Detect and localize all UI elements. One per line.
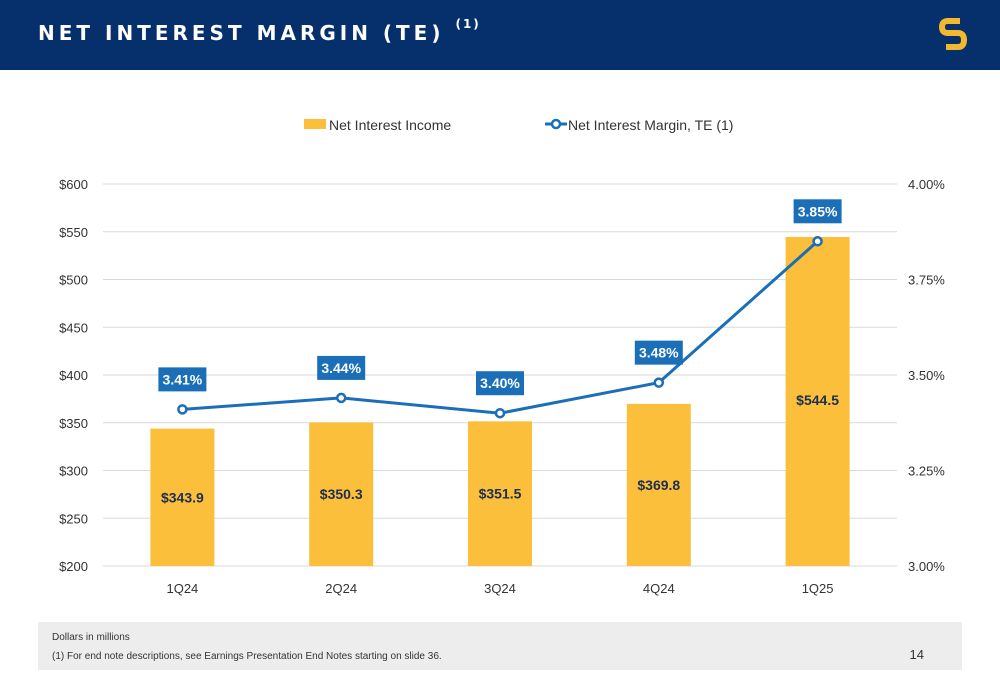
y-left-tick-label: $350 [59,416,88,431]
margin-point [494,407,506,419]
margin-label-box [476,371,524,396]
title-text: NET INTEREST MARGIN (TE) [38,21,445,45]
y-left-tick-label: $600 [59,177,88,192]
margin-label-box [317,355,366,380]
y-left-tick-label: $250 [59,511,88,526]
header-bar: NET INTEREST MARGIN (TE) (1) [0,0,1000,70]
margin-point [653,377,665,388]
bar [309,422,374,566]
footnote-box: Dollars in millions (1) For end note des… [38,622,962,670]
margin-point [177,404,188,415]
bar-value-label: $343.9 [161,489,204,505]
x-tick-label: 3Q24 [484,581,516,596]
bar-value-label: $350.3 [320,486,363,502]
y-left-tick-label: $300 [59,464,88,479]
margin-value-label: 3.44% [321,360,361,376]
x-tick-label: 1Q24 [166,581,198,596]
margin-point [335,392,347,404]
net-interest-chart: $200 $250 $300 $350 $400 $450 $500 $550 $600 3.00… [59,117,945,596]
legend-bar-swatch [304,119,326,129]
x-tick-label: 4Q24 [643,581,675,596]
bar [785,237,850,566]
x-tick-label: 2Q24 [325,581,357,596]
y-right-tick-label: 3.50% [908,368,945,383]
margin-value-label: 3.40% [480,375,520,391]
y-right-tick-label: 3.25% [908,464,945,479]
title-footnote-marker: (1) [455,17,481,32]
margin-label-box [158,367,207,392]
y-left-tick-label: $400 [59,368,88,383]
bar [626,403,691,566]
legend-line-label: Net Interest Margin, TE (1) [568,117,733,133]
margin-label-box [634,340,683,365]
bar [150,428,215,566]
margin-value-label: 3.85% [798,203,838,219]
bar-value-label: $351.5 [479,486,522,502]
bar-value-label: $544.5 [796,392,839,408]
margin-label-box [793,199,842,224]
y-right-tick-label: 4.00% [908,177,945,192]
bar [468,421,532,566]
legend-line-marker [550,118,562,130]
page-number: 14 [909,647,924,662]
y-left-tick-label: $200 [59,559,88,574]
y-right-tick-label: 3.75% [908,273,945,288]
y-left-tick-label: $450 [59,320,88,335]
margin-point [812,236,823,247]
y-left-tick-label: $550 [59,225,88,240]
page-title: NET INTEREST MARGIN (TE) (1) [38,17,481,45]
y-right-tick-label: 3.00% [908,559,945,574]
legend-bar-label: Net Interest Income [329,117,451,133]
bar-value-label: $369.8 [637,477,680,493]
units-note: Dollars in millions [52,632,130,643]
margin-value-label: 3.48% [639,345,679,361]
margin-value-label: 3.41% [163,371,203,387]
y-left-tick-label: $500 [59,273,88,288]
brand-s-logo-icon [938,18,968,50]
x-tick-label: 1Q25 [802,581,834,596]
end-note: (1) For end note descriptions, see Earni… [52,651,442,662]
